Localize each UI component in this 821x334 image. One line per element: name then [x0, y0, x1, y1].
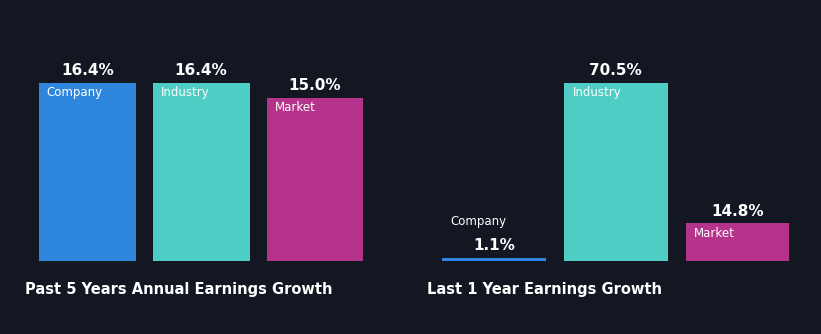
Text: 14.8%: 14.8%	[711, 204, 764, 219]
Text: 70.5%: 70.5%	[589, 63, 642, 78]
Bar	[153, 82, 250, 261]
Bar	[39, 82, 135, 261]
Text: 1.1%: 1.1%	[473, 238, 515, 253]
Bar	[267, 98, 364, 261]
Text: Company: Company	[451, 215, 507, 228]
Text: Past 5 Years Annual Earnings Growth: Past 5 Years Annual Earnings Growth	[25, 282, 333, 297]
Text: Market: Market	[274, 101, 315, 114]
Bar	[686, 223, 789, 261]
Text: Last 1 Year Earnings Growth: Last 1 Year Earnings Growth	[427, 282, 662, 297]
Text: 15.0%: 15.0%	[289, 78, 342, 93]
Text: Industry: Industry	[161, 86, 209, 99]
Bar	[443, 258, 546, 261]
Text: Company: Company	[47, 86, 103, 99]
Text: 16.4%: 16.4%	[175, 63, 227, 78]
Bar	[564, 82, 667, 261]
Text: Market: Market	[695, 227, 735, 240]
Text: 16.4%: 16.4%	[61, 63, 113, 78]
Text: Industry: Industry	[572, 86, 621, 99]
